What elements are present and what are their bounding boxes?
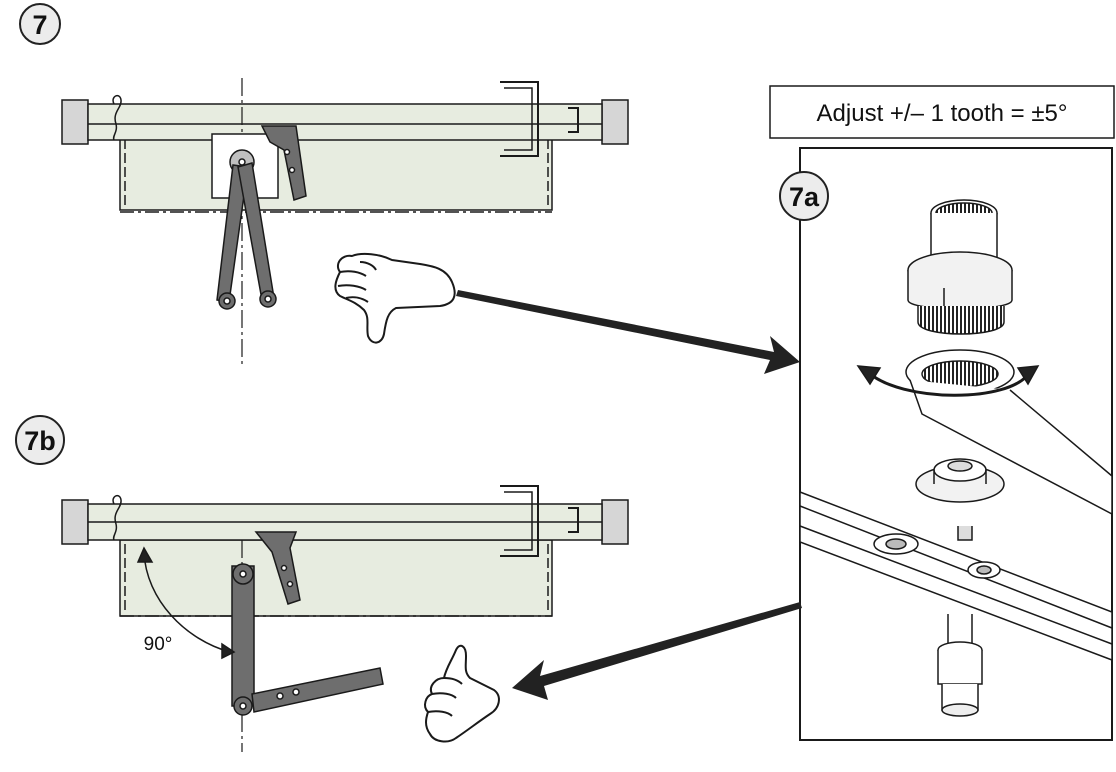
- arrow-to-step-7b: [512, 602, 802, 700]
- door-closer-incorrect: [61, 78, 629, 364]
- thumbs-up-icon: [424, 644, 500, 743]
- door-closer-correct: [61, 485, 629, 752]
- step-7a-label: 7a: [789, 182, 820, 212]
- step-7b-badge: 7b: [15, 415, 65, 465]
- step-7b-label: 7b: [24, 426, 56, 456]
- callout-text: Adjust +/– 1 tooth = ±5°: [817, 100, 1068, 127]
- closer-body-7b: [119, 539, 553, 617]
- thumbs-down-icon: [334, 252, 456, 344]
- angle-label: 90°: [144, 634, 173, 655]
- step-7-badge: 7: [19, 3, 61, 45]
- arrow-to-detail: [456, 290, 800, 374]
- left-cap: [61, 99, 89, 145]
- step-7-label: 7: [32, 10, 47, 40]
- gear-assembly: [799, 199, 1113, 717]
- right-cap: [601, 99, 629, 145]
- adjustment-callout: Adjust +/– 1 tooth = ±5°: [769, 85, 1115, 139]
- slide-rail: [87, 103, 603, 141]
